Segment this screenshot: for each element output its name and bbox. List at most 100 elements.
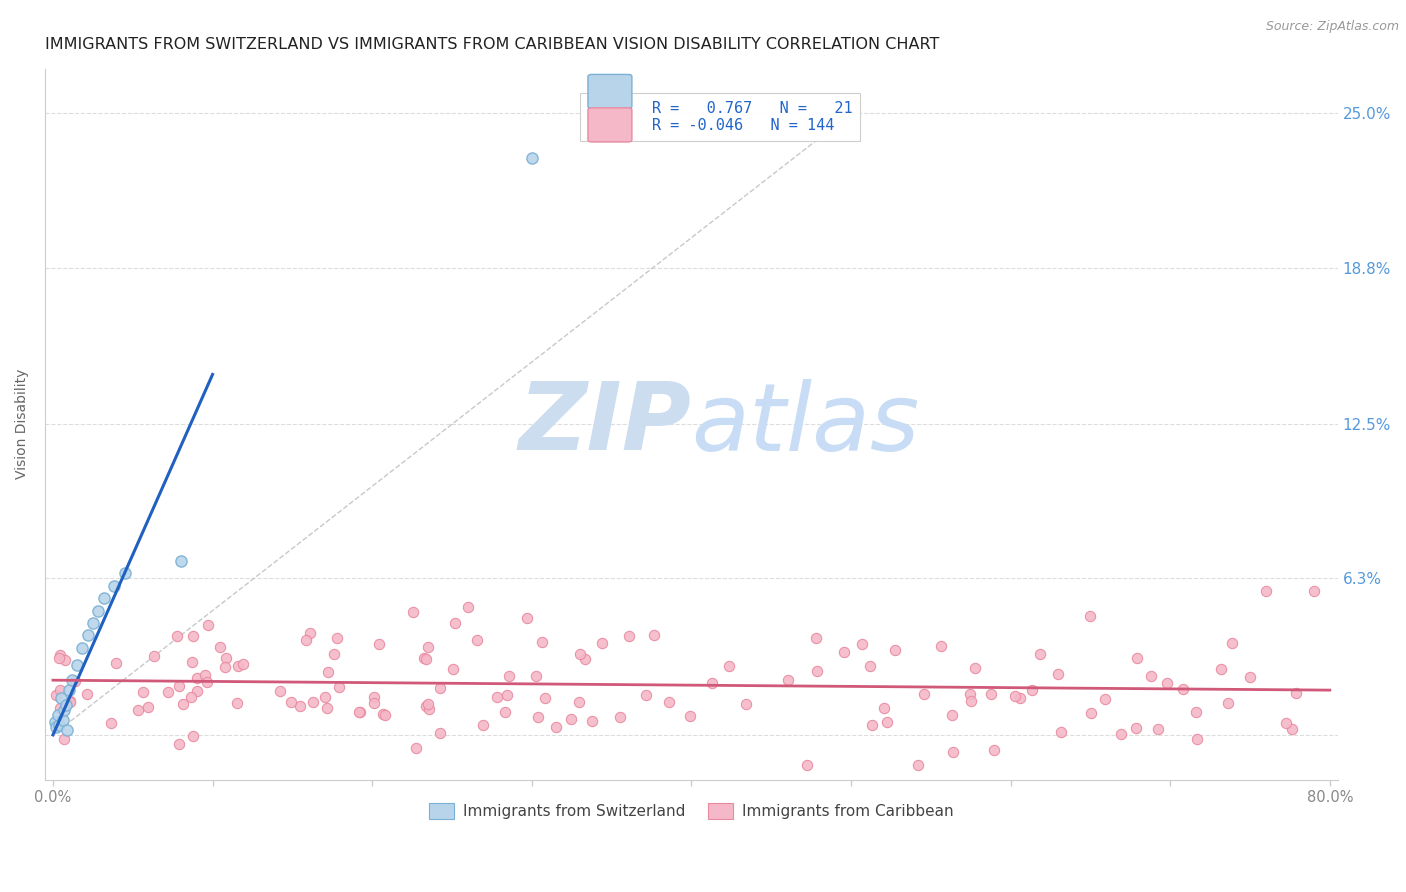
Point bbox=[280, 695, 302, 709]
Point bbox=[59, 695, 82, 709]
Point bbox=[796, 757, 818, 772]
Point bbox=[55, 698, 77, 712]
Point bbox=[485, 690, 508, 705]
Point bbox=[832, 645, 855, 659]
Point bbox=[349, 706, 371, 720]
Point bbox=[516, 611, 538, 625]
Y-axis label: Vision Disability: Vision Disability bbox=[15, 369, 30, 479]
Point bbox=[209, 640, 232, 655]
Point bbox=[1185, 705, 1208, 719]
Point bbox=[568, 695, 591, 709]
Point bbox=[679, 709, 702, 723]
Point bbox=[472, 718, 495, 732]
Point bbox=[1302, 583, 1324, 598]
Point bbox=[643, 628, 665, 642]
Point bbox=[226, 696, 249, 710]
Point bbox=[413, 651, 436, 665]
Point bbox=[298, 625, 321, 640]
Point bbox=[186, 684, 208, 698]
Point bbox=[374, 708, 396, 723]
Point bbox=[232, 657, 254, 672]
Point bbox=[980, 687, 1002, 701]
Point bbox=[1147, 722, 1170, 736]
Point bbox=[498, 669, 520, 683]
Text: ZIP: ZIP bbox=[519, 378, 692, 470]
Point bbox=[1008, 690, 1031, 705]
Point bbox=[181, 729, 204, 743]
Text: IMMIGRANTS FROM SWITZERLAND VS IMMIGRANTS FROM CARIBBEAN VISION DISABILITY CORRE: IMMIGRANTS FROM SWITZERLAND VS IMMIGRANT… bbox=[45, 37, 939, 53]
Text: Source: ZipAtlas.com: Source: ZipAtlas.com bbox=[1265, 20, 1399, 33]
Point bbox=[181, 629, 204, 643]
Point bbox=[53, 703, 76, 717]
Point bbox=[581, 714, 603, 728]
Point bbox=[959, 687, 981, 701]
Point bbox=[49, 648, 72, 662]
Point bbox=[569, 647, 592, 661]
Point bbox=[560, 712, 582, 726]
Point bbox=[1125, 651, 1147, 665]
Point bbox=[530, 635, 553, 649]
Point bbox=[1211, 662, 1233, 676]
Point bbox=[734, 697, 756, 711]
Point bbox=[48, 718, 70, 732]
Point bbox=[1125, 721, 1147, 735]
Point bbox=[316, 665, 339, 679]
Point bbox=[415, 698, 437, 713]
Point bbox=[1109, 727, 1132, 741]
Point bbox=[634, 688, 657, 702]
Point bbox=[314, 690, 336, 705]
Point bbox=[63, 673, 86, 688]
Point bbox=[59, 694, 82, 708]
Point bbox=[444, 615, 467, 630]
Point bbox=[371, 706, 394, 721]
Point bbox=[172, 697, 194, 711]
Point bbox=[214, 660, 236, 674]
Point bbox=[1029, 647, 1052, 661]
Point bbox=[941, 708, 963, 723]
Point bbox=[197, 617, 219, 632]
Point bbox=[60, 673, 83, 688]
Point bbox=[77, 628, 100, 642]
Point bbox=[226, 659, 249, 673]
Text: R =   0.767   N =   21
       R = -0.046   N = 144: R = 0.767 N = 21 R = -0.046 N = 144 bbox=[588, 101, 852, 133]
Point bbox=[520, 151, 543, 165]
Point bbox=[494, 705, 516, 719]
Point bbox=[180, 690, 202, 704]
Point bbox=[702, 676, 724, 690]
Point bbox=[1004, 690, 1026, 704]
Point bbox=[127, 703, 149, 717]
Point bbox=[929, 639, 952, 653]
Point bbox=[617, 629, 640, 643]
Point bbox=[416, 640, 439, 655]
Point bbox=[166, 629, 188, 643]
Point bbox=[56, 723, 79, 737]
Point bbox=[429, 726, 451, 740]
Point bbox=[1171, 681, 1194, 696]
Point bbox=[1080, 608, 1102, 623]
Point bbox=[66, 658, 89, 673]
Point bbox=[591, 636, 613, 650]
Point bbox=[495, 688, 517, 702]
Point bbox=[295, 632, 318, 647]
Point bbox=[100, 716, 122, 731]
Point bbox=[1285, 686, 1308, 700]
Point bbox=[1046, 666, 1069, 681]
Point bbox=[429, 681, 451, 695]
Point bbox=[1156, 675, 1178, 690]
Point bbox=[873, 701, 896, 715]
Point bbox=[457, 599, 479, 614]
Point bbox=[527, 710, 550, 724]
Point bbox=[806, 631, 828, 645]
Point bbox=[907, 757, 929, 772]
Point bbox=[1185, 731, 1208, 746]
Point bbox=[959, 694, 981, 708]
Point bbox=[574, 652, 596, 666]
Point bbox=[1140, 669, 1163, 683]
Point bbox=[269, 684, 291, 698]
FancyBboxPatch shape bbox=[588, 108, 631, 142]
Point bbox=[1281, 722, 1303, 736]
Point bbox=[49, 700, 72, 714]
Point bbox=[156, 685, 179, 699]
Point bbox=[416, 697, 439, 711]
Point bbox=[1254, 583, 1277, 598]
